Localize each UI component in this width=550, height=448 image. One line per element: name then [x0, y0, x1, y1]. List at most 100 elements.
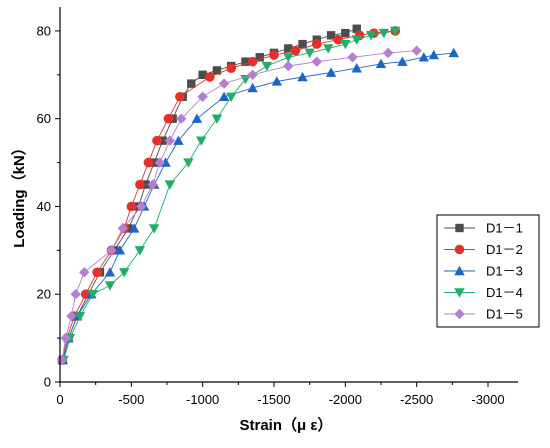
data-point [128, 223, 140, 233]
axes-layer [59, 7, 518, 383]
data-point [269, 50, 279, 60]
series-4 [58, 26, 401, 366]
data-point [104, 267, 116, 277]
data-point [136, 201, 147, 212]
data-point [173, 135, 184, 145]
data-point [119, 268, 130, 278]
data-point [347, 52, 358, 63]
data-point [79, 267, 90, 278]
data-point [241, 57, 250, 66]
y-tick-label: 60 [37, 111, 51, 126]
x-tick-label: 0 [56, 392, 63, 407]
legend-marker [454, 265, 465, 276]
data-point [247, 82, 258, 93]
data-point [226, 63, 236, 74]
data-point [66, 310, 77, 322]
data-point [261, 61, 273, 72]
series-line [61, 50, 417, 361]
y-tick-label: 0 [44, 375, 51, 390]
data-point [198, 70, 207, 80]
x-axis-title: Strain（μ ε） [240, 416, 333, 434]
data-point [283, 60, 294, 72]
data-point [226, 92, 237, 102]
legend-marker [455, 223, 464, 233]
series-3 [57, 47, 459, 365]
data-point [191, 113, 203, 123]
series-line [61, 30, 396, 361]
data-point [333, 34, 344, 45]
data-point [397, 56, 408, 66]
data-point [74, 311, 86, 322]
data-point [390, 26, 401, 37]
data-point [70, 289, 81, 300]
data-point [148, 224, 160, 234]
data-point [298, 39, 307, 49]
data-point [60, 332, 71, 344]
legend-label: D1－5 [486, 307, 523, 322]
data-point [382, 47, 394, 59]
x-tick-label: -3000 [471, 392, 504, 407]
y-tick-label: 20 [37, 287, 51, 302]
data-point [205, 72, 215, 82]
data-point [326, 31, 336, 40]
data-point [247, 56, 258, 67]
data-point [218, 78, 230, 89]
data-point [312, 39, 322, 49]
x-tick-label: -2500 [400, 392, 433, 407]
data-point [147, 179, 158, 190]
data-point [365, 31, 377, 41]
legend-item: D1－2 [444, 242, 523, 257]
data-point [448, 47, 459, 58]
data-point [158, 136, 167, 145]
legend-item: D1－1 [444, 221, 523, 236]
data-point [164, 135, 176, 146]
x-tick-label: -1500 [257, 392, 290, 407]
data-point [325, 67, 337, 77]
data-point [197, 91, 208, 102]
data-point [92, 267, 102, 278]
data-point [351, 35, 362, 45]
data-point [378, 28, 390, 39]
y-tick-label: 80 [37, 23, 51, 38]
legend-label: D1－4 [486, 285, 523, 300]
data-point [352, 24, 361, 33]
data-point [196, 136, 207, 146]
data-point [104, 281, 116, 291]
data-point [218, 91, 230, 101]
data-point [143, 157, 154, 168]
data-point [323, 44, 334, 54]
data-point [152, 135, 162, 146]
data-point [134, 246, 146, 256]
data-point [211, 114, 223, 124]
legend-item: D1－4 [444, 285, 523, 300]
data-point [271, 76, 283, 86]
data-point [212, 66, 222, 75]
data-point [283, 53, 294, 63]
data-point [164, 180, 176, 190]
data-point [126, 201, 137, 212]
series-2 [57, 26, 401, 365]
series-line [63, 30, 396, 361]
data-point [411, 45, 422, 56]
x-tick-label: -2000 [329, 392, 362, 407]
x-tick-label: -500 [118, 392, 144, 407]
data-point [114, 245, 126, 255]
legend-item: D1－5 [444, 307, 523, 322]
series-5 [56, 45, 422, 366]
legend: D1－1 D1－2 D1－3 D1－4 D1－5 [436, 214, 540, 328]
legend-label: D1－3 [486, 264, 523, 279]
series-layer [56, 24, 459, 366]
data-point [311, 56, 322, 67]
data-point [141, 180, 150, 189]
legend-marker [454, 244, 465, 255]
data-point [117, 223, 128, 234]
data-point [175, 91, 185, 102]
legend-label: D1－1 [486, 221, 523, 236]
data-point [304, 48, 315, 59]
data-point [375, 58, 387, 69]
y-tick-label: 40 [37, 199, 51, 214]
data-point [183, 158, 194, 168]
data-point [187, 79, 196, 88]
data-point [87, 290, 99, 300]
